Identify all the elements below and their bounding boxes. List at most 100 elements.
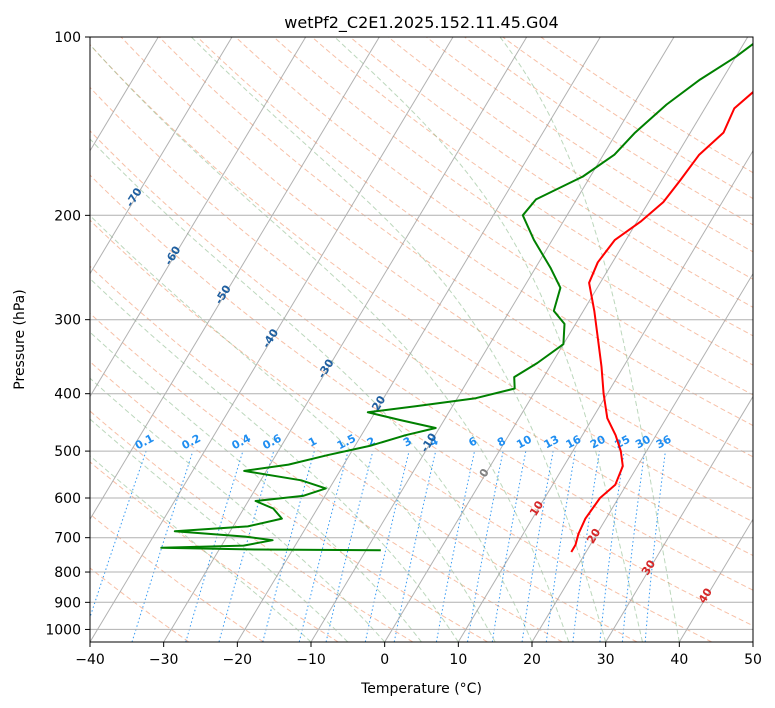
dry-adiabat bbox=[90, 265, 638, 642]
isotherm-line bbox=[163, 37, 528, 642]
dry-adiabat bbox=[235, 37, 753, 396]
dry-adiabat bbox=[273, 37, 753, 366]
moist-adiabat bbox=[90, 138, 533, 642]
mixing-ratio-line bbox=[521, 451, 554, 642]
mixing-ratio-line bbox=[90, 450, 147, 619]
moist-adiabat bbox=[90, 455, 312, 642]
isotherm-line bbox=[384, 37, 749, 642]
y-tick-label: 900 bbox=[54, 595, 81, 611]
dry-adiabat bbox=[90, 567, 190, 642]
dry-adiabat bbox=[90, 360, 488, 642]
dry-adiabat bbox=[90, 410, 414, 642]
x-tick-label: −10 bbox=[296, 652, 326, 668]
x-tick-label: 10 bbox=[449, 652, 467, 668]
mixing-ratio-line bbox=[572, 451, 600, 642]
dry-adiabat bbox=[90, 513, 264, 642]
y-tick-label: 400 bbox=[54, 387, 81, 403]
y-tick-label: 1000 bbox=[45, 622, 81, 638]
y-axis-title: Pressure (hPa) bbox=[12, 289, 28, 389]
isotherm-label: 30 bbox=[639, 557, 658, 577]
dewpoint-trace bbox=[160, 42, 753, 552]
isotherm-label: -50 bbox=[212, 283, 234, 307]
mixing-ratio-line bbox=[545, 451, 576, 642]
x-tick-label: −40 bbox=[75, 652, 105, 668]
isotherm-line bbox=[90, 37, 380, 521]
dry-adiabat bbox=[90, 461, 339, 642]
moist-adiabat bbox=[90, 418, 349, 642]
x-tick-label: −30 bbox=[149, 652, 179, 668]
y-tick-label: 200 bbox=[54, 208, 81, 224]
dry-adiabat bbox=[197, 37, 753, 427]
isotherm-line bbox=[90, 37, 454, 642]
x-tick-label: 20 bbox=[523, 652, 541, 668]
temperature-trace bbox=[570, 90, 753, 553]
isotherm-line bbox=[531, 272, 753, 642]
dry-adiabat bbox=[90, 86, 753, 557]
y-tick-label: 700 bbox=[54, 531, 81, 547]
mixing-ratio-label: 0.1 bbox=[133, 432, 156, 453]
y-tick-label: 800 bbox=[54, 565, 81, 581]
dry-adiabat bbox=[90, 174, 753, 627]
x-tick-label: 30 bbox=[597, 652, 615, 668]
x-tick-label: 0 bbox=[380, 652, 389, 668]
isotherm-line bbox=[0, 37, 11, 642]
dry-adiabat bbox=[90, 219, 712, 642]
mixing-ratio-label: 0.4 bbox=[230, 432, 254, 453]
isotherm-line bbox=[90, 37, 307, 398]
plot-frame bbox=[89, 36, 754, 643]
dry-adiabat bbox=[464, 37, 753, 226]
isotherm-label: -30 bbox=[315, 357, 337, 381]
mixing-ratio-label: 36 bbox=[654, 433, 674, 452]
moist-adiabat bbox=[90, 43, 570, 642]
x-axis-title: Temperature (°C) bbox=[360, 681, 482, 697]
isotherm-label: -40 bbox=[260, 326, 282, 350]
mixing-ratio-label: 1 bbox=[306, 434, 319, 449]
mixing-ratio-line bbox=[298, 450, 349, 642]
mixing-ratio-line bbox=[435, 451, 475, 642]
x-tick-label: 40 bbox=[670, 652, 688, 668]
mixing-ratio-label: 16 bbox=[564, 433, 584, 452]
mixing-ratio-line bbox=[131, 450, 194, 642]
x-tick-label: −20 bbox=[223, 652, 253, 668]
mixing-ratio-label: 0.6 bbox=[260, 432, 284, 453]
dry-adiabat bbox=[426, 37, 753, 253]
moist-adiabat bbox=[90, 331, 422, 642]
isotherm-label: 20 bbox=[584, 526, 603, 546]
y-tick-label: 100 bbox=[54, 30, 81, 46]
isotherm-line bbox=[605, 395, 753, 642]
moist-adiabat bbox=[499, 37, 680, 642]
mixing-ratio-label: 25 bbox=[613, 433, 633, 452]
isotherm-line bbox=[90, 37, 159, 152]
mixing-ratio-label: 13 bbox=[542, 433, 562, 452]
isotherm-line bbox=[457, 149, 753, 642]
moist-adiabat bbox=[90, 278, 459, 642]
dry-adiabat bbox=[90, 312, 563, 642]
chart-title: wetPf2_C2E1.2025.152.11.45.G04 bbox=[284, 13, 558, 33]
mixing-ratio-label: 8 bbox=[495, 434, 508, 449]
mixing-ratio-line bbox=[393, 450, 437, 642]
isotherm-label: -90 bbox=[30, 94, 52, 118]
isotherm-label: 10 bbox=[527, 498, 546, 518]
isotherm-label: -70 bbox=[123, 185, 145, 209]
dry-adiabat bbox=[311, 37, 753, 337]
mixing-ratio-line bbox=[218, 450, 275, 642]
y-tick-label: 500 bbox=[54, 444, 81, 460]
mixing-ratio-label: 0.2 bbox=[180, 432, 203, 453]
y-tick-label: 300 bbox=[54, 313, 81, 329]
x-tick-label: 50 bbox=[744, 652, 762, 668]
background-lines bbox=[0, 37, 753, 642]
dry-adiabat bbox=[349, 37, 753, 308]
mixing-ratio-line bbox=[621, 451, 646, 642]
sounding-traces bbox=[160, 42, 753, 553]
mixing-ratio-line bbox=[491, 451, 527, 642]
y-tick-label: 600 bbox=[54, 491, 81, 507]
mixing-ratio-line bbox=[185, 450, 244, 642]
mixing-ratio-line bbox=[467, 451, 504, 642]
dry-adiabat bbox=[90, 130, 753, 591]
isotherm-label: -100 bbox=[0, 53, 4, 84]
mixing-ratio-label: 30 bbox=[633, 433, 653, 452]
mixing-ratio-line bbox=[262, 450, 315, 642]
isotherm-label: 0 bbox=[477, 466, 492, 480]
mixing-ratio-label: 20 bbox=[588, 433, 608, 452]
